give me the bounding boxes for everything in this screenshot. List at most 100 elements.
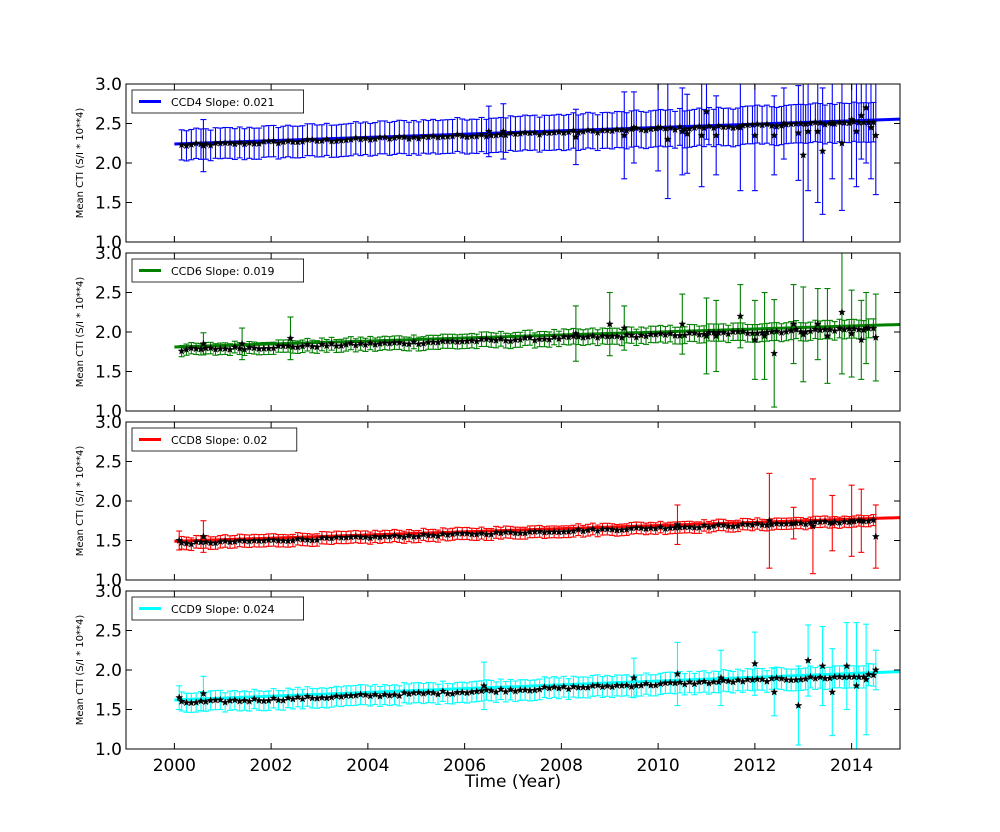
- panel-ccd8: 1.0 1.5 2.0 2.5 3.0 Mean CTI (S/I * 10**4) CCD…: [75, 413, 901, 591]
- data-point-star: [656, 329, 665, 338]
- data-point-star: [717, 673, 725, 682]
- data-point-star: [284, 136, 293, 145]
- data-point-star: [840, 118, 849, 127]
- data-point-star: [499, 127, 508, 135]
- data-point-star: [356, 339, 365, 348]
- legend: CCD9 Slope: 0.024: [131, 596, 305, 621]
- data-point-star: [308, 342, 317, 350]
- y-tick-label: 1.0: [95, 233, 122, 253]
- data-point-star: [506, 128, 515, 137]
- data-point-star: [255, 696, 264, 704]
- data-point-star: [192, 344, 201, 353]
- data-point-star: [414, 532, 423, 540]
- y-axis-label: Mean CTI (S/I * 10**4): [75, 277, 86, 388]
- data-point-star: [704, 679, 713, 687]
- data-point-star: [702, 331, 711, 340]
- data-point-star: [733, 521, 742, 530]
- data-point-star: [799, 330, 808, 338]
- data-point-star: [825, 674, 834, 682]
- data-point-star: [525, 333, 534, 342]
- y-tick-label: 1.5: [95, 194, 122, 214]
- data-point-star: [521, 128, 530, 136]
- data-point-star: [554, 684, 563, 692]
- data-point-star: [603, 524, 612, 533]
- y-axis-label: Mean CTI (S/I * 10**4): [75, 108, 86, 219]
- data-point-star: [673, 669, 682, 678]
- data-point-star: [608, 682, 617, 691]
- data-point-star: [506, 685, 515, 694]
- data-point-star: [288, 342, 297, 351]
- data-point-star: [637, 331, 646, 339]
- data-point-star: [199, 141, 208, 149]
- y-axis-label: Mean CTI (S/I * 10**4): [75, 446, 86, 557]
- data-point-star: [772, 673, 781, 682]
- data-point-star: [177, 140, 186, 149]
- data-point-star: [736, 123, 745, 131]
- data-point-star: [293, 692, 302, 701]
- data-point-star: [197, 696, 205, 705]
- data-point-star: [796, 119, 805, 127]
- data-point-star: [409, 337, 418, 346]
- data-point-star: [187, 540, 196, 548]
- data-point-star: [584, 683, 592, 691]
- x-tick-label: 2004: [346, 756, 389, 776]
- data-point-star: [673, 520, 682, 529]
- data-point-star: [480, 681, 488, 690]
- data-point-star: [796, 518, 805, 527]
- data-point-star: [840, 517, 849, 526]
- fit-line: [174, 670, 900, 702]
- data-point-star: [245, 138, 254, 147]
- data-point-star: [804, 656, 813, 664]
- data-point-star: [192, 139, 201, 147]
- data-point-star: [842, 661, 851, 670]
- data-point-star: [298, 137, 307, 146]
- data-point-star: [772, 327, 781, 335]
- data-point-star: [598, 331, 607, 340]
- data-point-star: [871, 131, 880, 139]
- y-tick-label: 1.5: [95, 532, 122, 552]
- data-point-star: [448, 337, 457, 345]
- data-point-star: [847, 115, 856, 123]
- data-point-star: [729, 677, 738, 686]
- data-point-star: [617, 333, 626, 341]
- data-point-star: [472, 530, 481, 538]
- data-point-star: [690, 328, 699, 337]
- data-point-star: [697, 131, 706, 139]
- data-point-star: [801, 519, 810, 528]
- data-point-star: [313, 535, 322, 544]
- data-point-star: [221, 536, 230, 545]
- data-point-star: [395, 338, 404, 346]
- data-point-star: [564, 684, 573, 693]
- data-point-star: [226, 138, 234, 147]
- data-point-star: [709, 123, 718, 132]
- data-point-star: [380, 338, 389, 347]
- legend-label: CCD9 Slope: 0.024: [171, 603, 275, 616]
- x-tick-label: 2000: [153, 756, 196, 776]
- data-point-star: [521, 529, 530, 537]
- data-point-star: [627, 331, 636, 339]
- data-point-star: [736, 312, 745, 320]
- data-point-star: [864, 670, 873, 678]
- data-point-star: [613, 681, 621, 689]
- data-point-star: [758, 520, 767, 529]
- data-point-star: [346, 339, 355, 347]
- data-point-star: [789, 319, 798, 328]
- data-point-star: [346, 135, 355, 143]
- data-point-star: [192, 537, 201, 546]
- data-point-star: [593, 128, 602, 137]
- data-point-star: [678, 319, 687, 328]
- data-point-star: [857, 335, 866, 344]
- data-point-star: [453, 529, 462, 537]
- data-point-star: [714, 121, 723, 130]
- y-tick-label: 3.0: [95, 244, 122, 264]
- y-tick-label: 2.5: [95, 115, 122, 135]
- data-point-star: [201, 537, 210, 546]
- data-point-star: [380, 133, 389, 141]
- data-point-star: [750, 131, 759, 139]
- data-point-star: [811, 674, 820, 682]
- data-point-star: [371, 532, 380, 540]
- data-point-star: [835, 324, 844, 332]
- data-point-star: [487, 686, 496, 695]
- data-point-star: [419, 339, 428, 347]
- data-point-star: [361, 532, 370, 541]
